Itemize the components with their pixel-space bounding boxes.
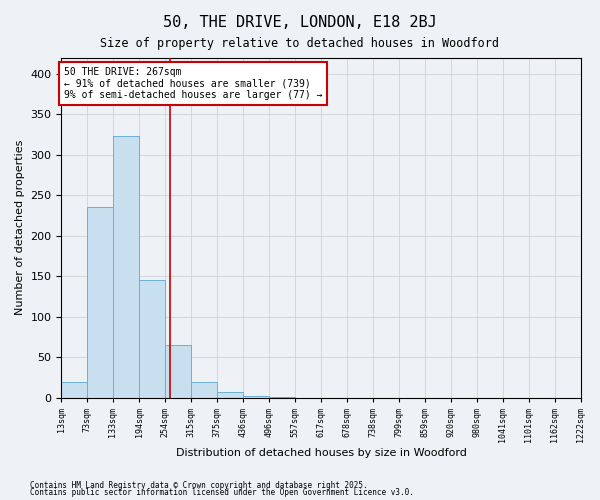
- Text: Size of property relative to detached houses in Woodford: Size of property relative to detached ho…: [101, 38, 499, 51]
- Bar: [165, 345, 191, 398]
- Bar: [191, 382, 217, 398]
- Text: Contains HM Land Registry data © Crown copyright and database right 2025.: Contains HM Land Registry data © Crown c…: [30, 480, 368, 490]
- Bar: [269, 397, 295, 398]
- Bar: [139, 280, 165, 398]
- Bar: [217, 392, 243, 398]
- Bar: [113, 136, 139, 398]
- Text: Contains public sector information licensed under the Open Government Licence v3: Contains public sector information licen…: [30, 488, 414, 497]
- Text: 50 THE DRIVE: 267sqm
← 91% of detached houses are smaller (739)
9% of semi-detac: 50 THE DRIVE: 267sqm ← 91% of detached h…: [64, 67, 322, 100]
- Text: 50, THE DRIVE, LONDON, E18 2BJ: 50, THE DRIVE, LONDON, E18 2BJ: [163, 15, 437, 30]
- Bar: [87, 208, 113, 398]
- Bar: [243, 396, 269, 398]
- Bar: [61, 382, 87, 398]
- X-axis label: Distribution of detached houses by size in Woodford: Distribution of detached houses by size …: [176, 448, 466, 458]
- Y-axis label: Number of detached properties: Number of detached properties: [15, 140, 25, 316]
